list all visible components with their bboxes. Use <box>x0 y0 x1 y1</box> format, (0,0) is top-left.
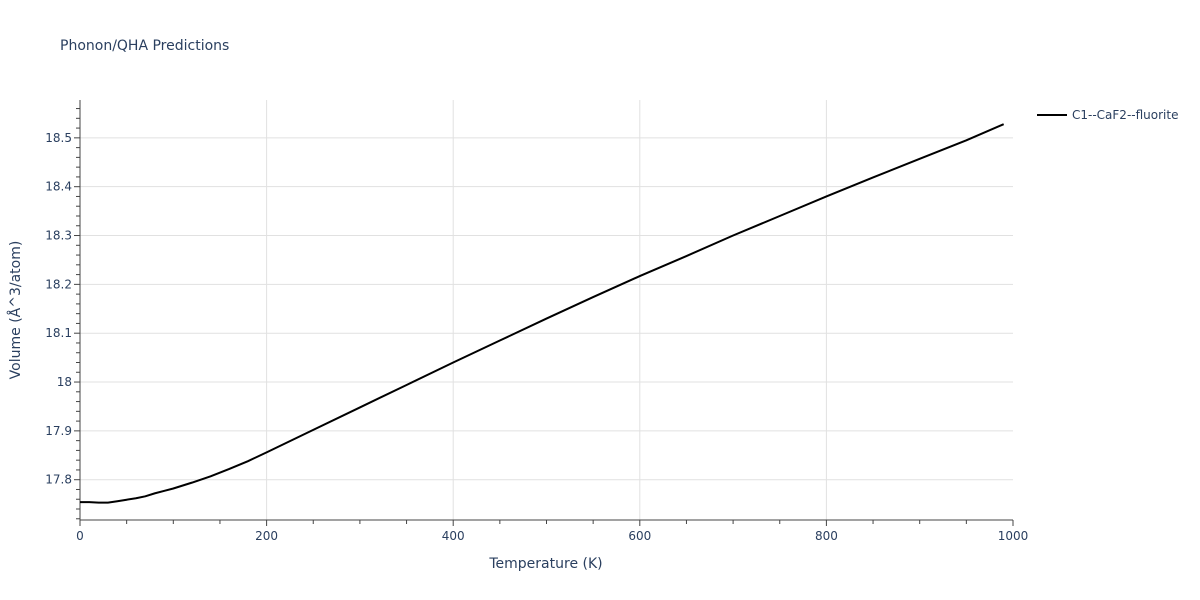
y-tick-label: 18.3 <box>45 229 72 243</box>
x-tick-label: 600 <box>628 529 651 543</box>
x-tick-label: 0 <box>76 529 84 543</box>
x-axis-title: Temperature (K) <box>488 556 602 572</box>
x-tick-label: 1000 <box>998 529 1029 543</box>
axes-layer: 17.8 17.9 18 18.1 18.2 18.3 18.4 18.5 0 200 400 600… <box>45 100 1028 543</box>
y-tick-label: 18.5 <box>45 131 72 145</box>
x-tick-label: 400 <box>442 529 465 543</box>
series-line <box>80 123 1005 504</box>
y-tick-label: 18.2 <box>45 277 72 291</box>
y-tick-label: 17.9 <box>45 424 72 438</box>
x-tick-label: 200 <box>255 529 278 543</box>
y-tick-label: 18 <box>57 375 72 389</box>
grid-layer <box>80 100 1013 520</box>
y-tick-label: 18.4 <box>45 180 72 194</box>
legend[interactable]: C1--CaF2--fluorite <box>1037 108 1178 122</box>
series-layer <box>80 123 1005 504</box>
chart-title: Phonon/QHA Predictions <box>60 38 229 54</box>
legend-label[interactable]: C1--CaF2--fluorite <box>1072 108 1178 122</box>
y-tick-label: 18.1 <box>45 326 72 340</box>
y-tick-label: 17.8 <box>45 473 72 487</box>
x-tick-label: 800 <box>815 529 838 543</box>
y-axis-title: Volume (Å^3/atom) <box>7 241 24 380</box>
